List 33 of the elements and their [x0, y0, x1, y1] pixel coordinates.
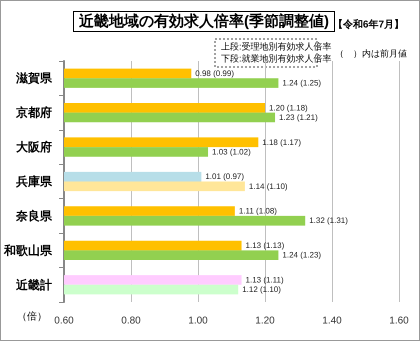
data-label: 0.98 (0.99) [195, 68, 234, 78]
y-tick-label: 和歌山県 [3, 243, 53, 258]
data-label: 1.14 (1.10) [248, 182, 288, 191]
data-label: 1.32 (1.31) [309, 216, 348, 226]
data-label: 1.03 (1.02) [212, 147, 252, 156]
annotation: 下段:就業地別有効求人倍率 [221, 54, 332, 64]
data-label: 1.13 (1.11) [246, 275, 284, 284]
data-label: 1.01 (0.97) [205, 172, 244, 182]
x-tick-label: 1.20 [255, 316, 276, 326]
data-label: 1.23 (1.21) [279, 112, 318, 122]
y-tick-label: 兵庫県 [15, 174, 53, 188]
y-tick-label: 奈良県 [15, 208, 53, 223]
data-label: 1.18 (1.17) [262, 138, 302, 147]
y-tick-label: 大阪府 [16, 140, 52, 154]
x-tick-label: 0.80 [121, 316, 142, 326]
y-tick-label: 滋賀県 [15, 71, 53, 86]
x-axis-title: （倍） [17, 310, 47, 322]
x-tick-label: 1.60 [389, 316, 410, 326]
data-label: 1.11 (1.08) [238, 206, 278, 216]
y-tick-label: 京都府 [15, 106, 52, 120]
data-label: 1.20 (1.18) [269, 103, 308, 112]
x-tick-label: 1.40 [322, 316, 342, 326]
data-label: 1.12 (1.10) [242, 285, 282, 294]
x-tick-label: 0.60 [54, 316, 74, 326]
y-tick-label: 近畿計 [15, 278, 52, 292]
data-label: 1.13 (1.13) [246, 241, 285, 250]
chart-title: 近畿地域の有効求人倍率(季節調整値) [78, 12, 329, 30]
data-label: 1.24 (1.23) [282, 250, 322, 260]
data-label: 1.24 (1.25) [282, 78, 322, 88]
x-tick-label: 1.00 [188, 316, 208, 326]
text: 上段:受理地別有効求人倍率 [221, 42, 332, 52]
chart-subtitle: 【令和6年7月】 [332, 18, 404, 30]
text: （ ）内は前月値 [335, 48, 407, 58]
